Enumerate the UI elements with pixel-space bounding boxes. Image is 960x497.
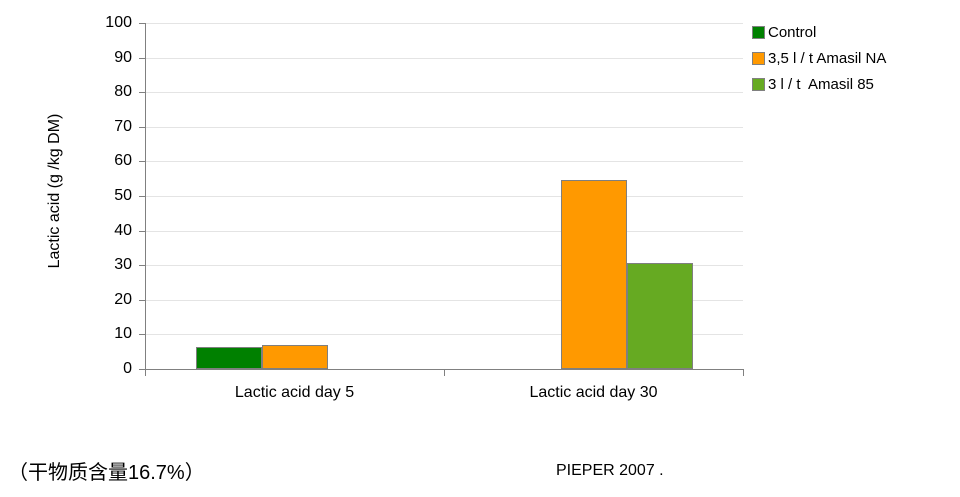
gridline	[145, 126, 743, 128]
y-tick-label: 80	[114, 83, 132, 101]
y-axis-tick	[139, 126, 145, 128]
legend-label: 3 l / t Amasil 85	[768, 75, 874, 93]
y-tick-label: 40	[114, 221, 132, 239]
bar	[561, 180, 627, 370]
y-tick-label: 20	[114, 290, 132, 308]
caption-source: PIEPER 2007 .	[556, 462, 664, 479]
legend-swatch-icon	[752, 51, 765, 65]
legend-item: 3 l / t Amasil 85	[752, 71, 886, 97]
x-axis-tick	[743, 369, 744, 376]
bar	[196, 346, 262, 369]
gridline	[145, 196, 743, 197]
y-axis-line	[145, 23, 146, 376]
gridline	[145, 92, 743, 94]
x-category-label: Lactic acid day 5	[234, 384, 355, 401]
gridline	[145, 23, 743, 24]
x-axis-tick	[145, 369, 146, 376]
legend-label: Control	[768, 23, 817, 41]
y-axis-tick	[139, 23, 145, 24]
legend-item: Control	[752, 19, 886, 45]
y-axis-tick	[139, 196, 145, 197]
gridline	[145, 265, 743, 267]
bar	[262, 344, 328, 369]
y-tick-label: 70	[114, 117, 132, 135]
y-axis-tick	[139, 161, 145, 163]
y-axis-tick	[139, 265, 145, 267]
gridline	[145, 299, 743, 301]
legend-swatch-icon	[752, 77, 765, 91]
y-tick-label: 90	[114, 48, 132, 66]
caption-dry-matter: （干物质含量16.7%）	[8, 462, 205, 484]
y-axis-tick	[139, 299, 145, 301]
gridline	[145, 334, 743, 336]
x-axis-tick	[444, 369, 445, 376]
y-axis-tick	[139, 334, 145, 336]
gridline	[145, 161, 743, 163]
gridline	[145, 57, 743, 59]
y-axis-tick	[139, 92, 145, 94]
y-axis-tick	[139, 230, 145, 232]
x-category-label: Lactic acid day 30	[529, 384, 658, 401]
y-tick-label: 100	[105, 14, 132, 31]
legend: Control 3,5 l / t Amasil NA 3 l / t Amasil…	[752, 19, 886, 97]
legend-item: 3,5 l / t Amasil NA	[752, 45, 886, 71]
y-tick-label: 10	[114, 325, 132, 343]
y-tick-label: 60	[114, 152, 132, 170]
gridline	[145, 230, 743, 232]
y-axis-title: Lactic acid (g /kg DM)	[46, 113, 63, 269]
bar	[627, 263, 693, 370]
y-tick-label: 50	[114, 187, 132, 204]
y-tick-label: 30	[114, 256, 132, 274]
legend-swatch-icon	[752, 25, 765, 39]
y-tick-label: 0	[123, 360, 132, 377]
legend-label: 3,5 l / t Amasil NA	[768, 49, 887, 67]
y-axis-tick	[139, 57, 145, 59]
y-axis-tick	[139, 369, 145, 370]
